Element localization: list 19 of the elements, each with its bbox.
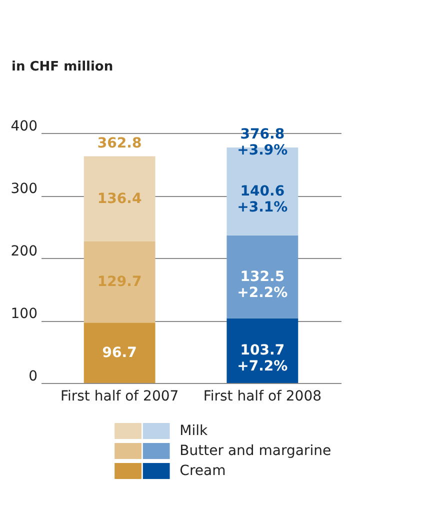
legend-label: Milk — [180, 423, 209, 439]
total-label: 376.8 +3.9% — [237, 126, 288, 158]
legend-label: Butter and margarine — [180, 443, 332, 459]
x-tick-label: First half of 2007 — [60, 388, 179, 404]
legend-label: Cream — [180, 463, 226, 479]
y-tick-label: 0 — [28, 368, 38, 384]
data-label: 96.7 — [102, 344, 137, 361]
total-label: 362.8 — [97, 135, 142, 152]
y-axis-title: in CHF million — [12, 60, 114, 74]
data-label: 103.7 +7.2% — [237, 342, 288, 375]
data-label: 132.5 +2.2% — [237, 268, 288, 301]
data-label: 129.7 — [97, 274, 142, 290]
data-label: 136.4 — [97, 190, 142, 207]
x-tick-label: First half of 2008 — [203, 388, 322, 404]
y-tick-label: 400 — [10, 118, 38, 134]
y-tick-label: 200 — [10, 244, 38, 260]
data-label: 140.6 +3.1% — [237, 183, 288, 216]
y-tick-label: 100 — [10, 306, 38, 322]
y-tick-label: 300 — [10, 181, 38, 197]
